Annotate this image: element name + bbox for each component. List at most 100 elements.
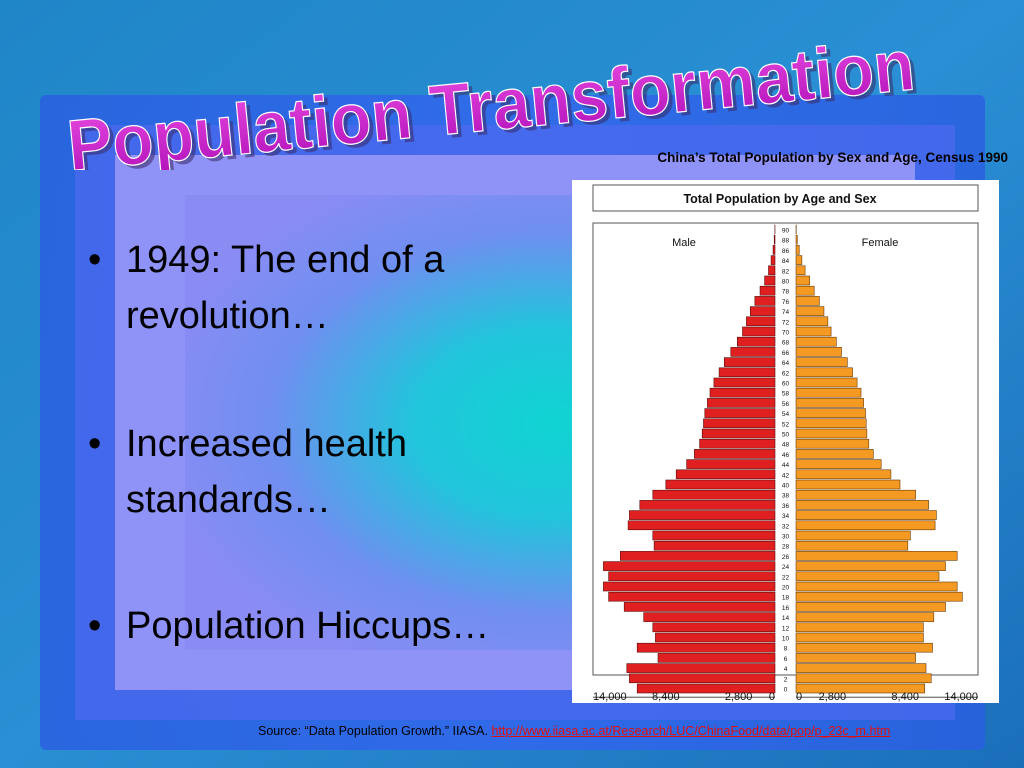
female-bar — [795, 540, 909, 551]
female-bar — [795, 387, 862, 398]
female-label: Female — [862, 237, 899, 249]
age-tick-label: 52 — [782, 421, 790, 428]
male-bar — [699, 438, 776, 449]
female-bar — [795, 306, 825, 316]
male-bar — [686, 459, 776, 469]
female-bar — [795, 653, 916, 663]
age-tick-label: 4 — [784, 666, 788, 673]
male-bar — [657, 653, 776, 663]
female-bar — [795, 571, 940, 582]
male-bar — [701, 428, 776, 439]
male-bar — [770, 255, 776, 265]
age-tick-label: 36 — [782, 503, 790, 510]
male-bar — [626, 663, 776, 673]
bullet-item: • Increased health standards… — [86, 416, 556, 544]
male-bar — [653, 540, 776, 551]
male-bar — [675, 469, 776, 480]
male-bar — [773, 234, 776, 245]
female-bar — [795, 347, 842, 357]
male-bar — [603, 561, 776, 571]
male-bar — [709, 387, 776, 398]
female-bar — [795, 408, 866, 418]
female-bar — [795, 500, 929, 510]
female-bar — [795, 673, 932, 684]
age-tick-label: 40 — [782, 483, 790, 490]
bullet-dot-icon: • — [88, 605, 102, 647]
age-tick-label: 20 — [782, 585, 790, 592]
male-bar — [713, 377, 776, 388]
male-bar — [636, 683, 776, 694]
bullet-text: 1949: The end of a revolution… — [126, 239, 445, 337]
age-tick-label: 38 — [782, 493, 790, 500]
chart-title-box — [592, 184, 979, 212]
female-bar — [795, 683, 925, 694]
age-tick-label: 62 — [782, 370, 790, 377]
female-bar — [795, 632, 924, 643]
male-bar — [608, 571, 776, 582]
female-bar — [795, 316, 829, 327]
age-tick-label: 16 — [782, 605, 790, 612]
age-tick-label: 2 — [784, 676, 788, 683]
age-tick-label: 34 — [782, 513, 790, 520]
age-tick-label: 22 — [782, 574, 790, 581]
female-bar — [795, 612, 935, 622]
female-bar — [795, 296, 820, 306]
female-bar — [795, 489, 916, 500]
female-bar — [795, 591, 963, 602]
female-bar — [795, 418, 867, 429]
female-bar — [795, 275, 810, 286]
age-tick-label: 12 — [782, 625, 790, 632]
female-bar — [795, 551, 958, 561]
age-tick-label: 74 — [782, 309, 790, 316]
male-bar — [652, 489, 776, 500]
age-tick-label: 70 — [782, 330, 790, 337]
source-text: Source: “Data Population Growth.” IIASA. — [258, 724, 488, 738]
x-tick-label: 14,000 — [944, 691, 978, 703]
bullet-dot-icon: • — [88, 423, 102, 465]
female-bar — [795, 398, 864, 408]
male-bar — [629, 510, 776, 520]
male-bar — [724, 357, 776, 367]
age-tick-label: 84 — [782, 258, 790, 265]
x-tick-label: 8,400 — [652, 691, 680, 703]
female-bar — [795, 459, 882, 469]
female-bar — [795, 663, 927, 673]
male-bar — [707, 398, 776, 408]
age-tick-label: 10 — [782, 636, 790, 643]
male-label: Male — [672, 237, 696, 249]
male-bar — [718, 367, 776, 378]
age-tick-label: 80 — [782, 279, 790, 286]
bars-group — [603, 224, 963, 694]
age-tick-label: 30 — [782, 534, 790, 541]
age-tick-label: 6 — [784, 656, 788, 663]
bullet-item: • 1949: The end of a revolution… — [86, 232, 556, 360]
male-bar — [704, 408, 776, 418]
male-bar — [608, 591, 776, 602]
age-tick-label: 78 — [782, 289, 790, 296]
male-bar — [665, 479, 776, 490]
chart-caption: China’s Total Population by Sex and Age,… — [657, 150, 1008, 165]
male-bar — [772, 245, 776, 255]
age-tick-label: 0 — [784, 687, 788, 694]
female-bar — [795, 255, 803, 265]
age-tick-label: 44 — [782, 462, 790, 469]
female-bar — [795, 438, 870, 449]
male-bar — [742, 326, 776, 337]
female-bar — [795, 336, 837, 347]
age-labels-group: 9088868482807876747270686664626058565452… — [782, 228, 790, 694]
female-bar — [795, 377, 858, 388]
population-pyramid-chart: Total Population by Age and Sex Male Fem… — [572, 180, 999, 703]
male-bar — [629, 673, 776, 684]
female-bar — [795, 479, 901, 490]
age-tick-label: 90 — [782, 228, 790, 235]
female-bar — [795, 642, 933, 653]
age-tick-label: 64 — [782, 360, 790, 367]
age-tick-label: 26 — [782, 554, 790, 561]
male-bar — [652, 530, 776, 541]
x-tick-label: 2,800 — [725, 691, 753, 703]
male-bar — [636, 642, 776, 653]
chart-title: Total Population by Age and Sex — [683, 192, 876, 206]
source-link[interactable]: http://www.iiasa.ac.at/Research/LUC/Chin… — [491, 724, 891, 738]
male-bar — [603, 581, 776, 592]
age-tick-label: 76 — [782, 299, 790, 306]
